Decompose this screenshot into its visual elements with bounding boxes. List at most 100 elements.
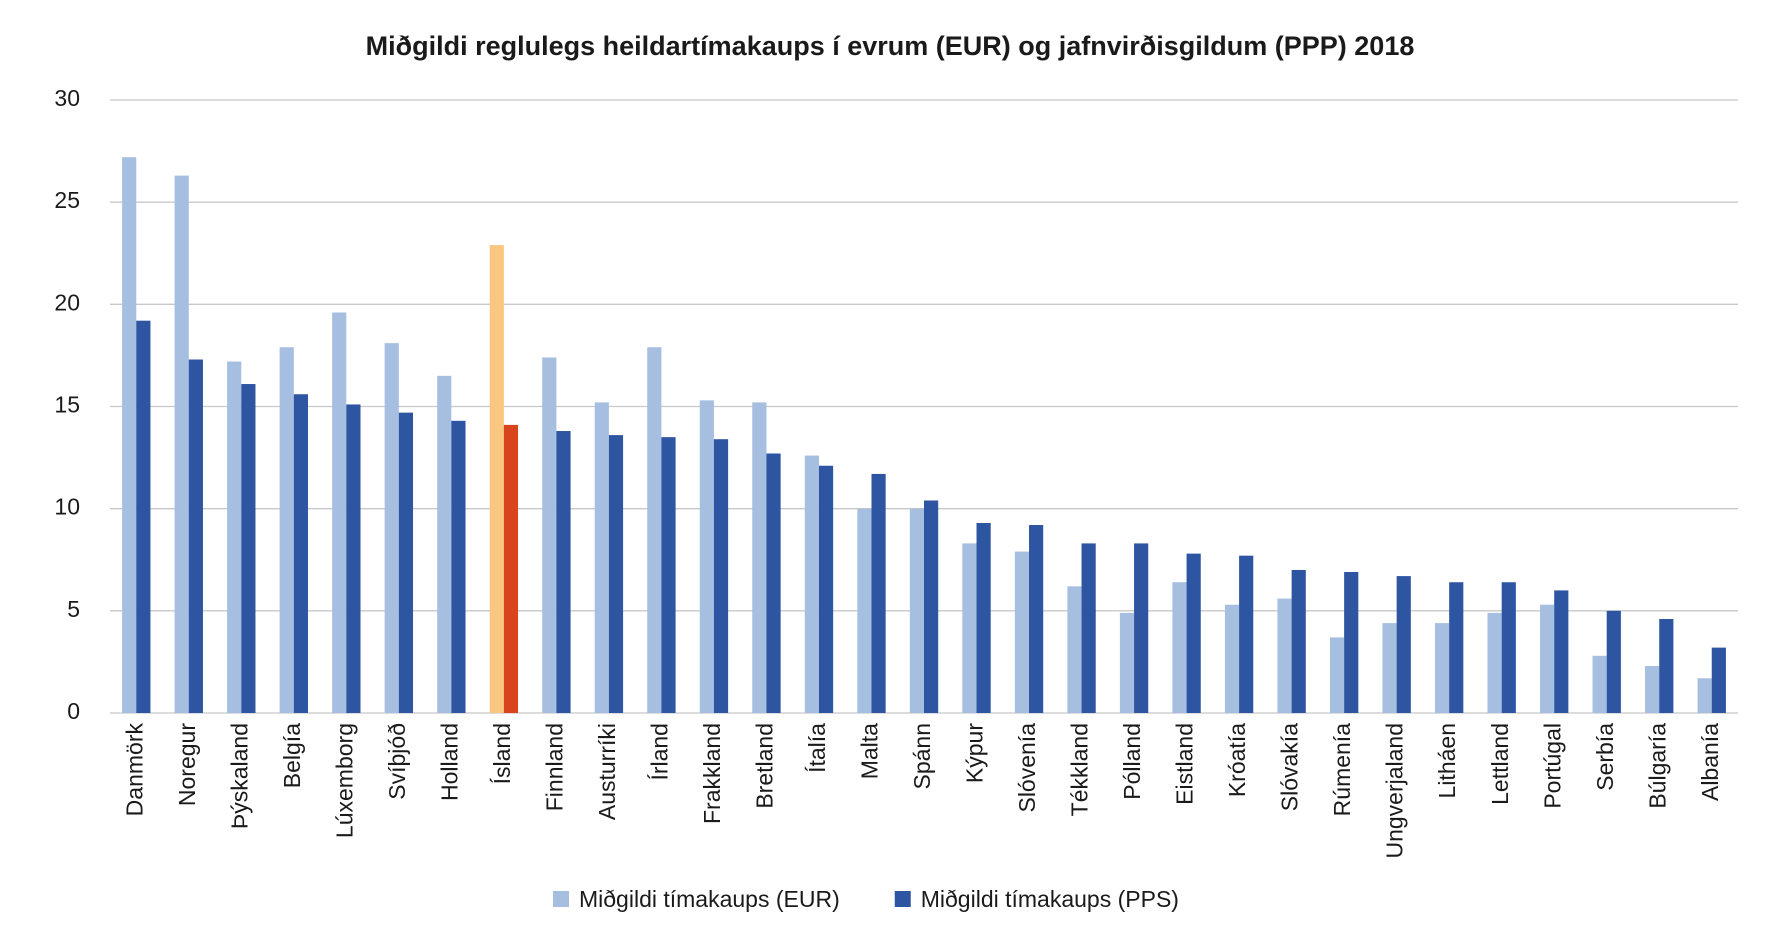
y-tick-label: 25 xyxy=(54,187,80,213)
x-tick-label: Belgía xyxy=(279,723,305,788)
bar xyxy=(122,157,137,714)
bar xyxy=(1501,582,1516,713)
x-tick-label: Bretland xyxy=(752,723,778,809)
bar xyxy=(1029,525,1044,713)
x-tick-label: Eistland xyxy=(1172,723,1198,805)
bar xyxy=(1172,582,1187,713)
bar xyxy=(241,384,256,713)
bar xyxy=(174,175,189,713)
y-tick-label: 30 xyxy=(54,85,80,111)
bar xyxy=(1592,655,1607,713)
bar xyxy=(1434,623,1450,713)
legend-label: Miðgildi tímakaups (EUR) xyxy=(579,886,840,912)
x-tick-label: Slóvenía xyxy=(1014,723,1040,813)
bar xyxy=(437,375,452,713)
y-tick-label: 0 xyxy=(67,698,80,724)
bar xyxy=(1645,666,1660,713)
bar xyxy=(1224,604,1240,713)
x-tick-label: Lettland xyxy=(1487,723,1513,805)
bar xyxy=(227,361,242,713)
x-tick-label: Malta xyxy=(857,723,883,779)
bar xyxy=(1186,553,1201,713)
x-tick-label: Danmörk xyxy=(121,723,147,817)
x-tick-label: Svíþjóð xyxy=(384,723,410,800)
bar xyxy=(752,402,767,713)
bar xyxy=(1554,590,1569,713)
bar xyxy=(1277,598,1292,713)
x-tick-label: Írland xyxy=(646,723,672,781)
x-tick-label: Búlgaría xyxy=(1644,723,1670,809)
x-tick-label: Kýpur xyxy=(962,723,988,783)
bar xyxy=(871,473,886,713)
bar xyxy=(542,357,557,713)
bar xyxy=(1081,543,1096,713)
legend-swatch xyxy=(553,891,569,907)
chart-title: Miðgildi reglulegs heildartímakaups í ev… xyxy=(366,31,1415,61)
x-tick-label: Króatía xyxy=(1224,723,1250,797)
bar xyxy=(1396,576,1411,713)
bar xyxy=(1344,572,1359,713)
bar xyxy=(1014,551,1030,713)
bar xyxy=(1487,612,1502,713)
x-tick-label: Holland xyxy=(436,723,462,801)
x-tick-label: Frakkland xyxy=(699,723,725,824)
bar xyxy=(1606,610,1621,713)
bar xyxy=(556,431,571,713)
bar xyxy=(976,522,991,713)
bar xyxy=(661,437,676,713)
bar xyxy=(1134,543,1149,713)
bar xyxy=(188,359,203,713)
x-tick-label: Tékkland xyxy=(1067,723,1093,816)
bar xyxy=(451,420,466,713)
bar xyxy=(766,453,781,713)
bar xyxy=(909,508,924,713)
bar xyxy=(489,245,504,713)
bar xyxy=(346,404,361,713)
y-tick-label: 10 xyxy=(54,494,80,520)
y-tick-label: 15 xyxy=(54,392,80,418)
bar xyxy=(332,312,347,713)
bar xyxy=(857,508,872,713)
bar xyxy=(1659,619,1674,713)
legend-swatch xyxy=(894,891,911,907)
x-tick-label: Noregur xyxy=(174,723,200,806)
bar xyxy=(647,347,662,713)
x-tick-label: Ungverjaland xyxy=(1382,723,1408,859)
x-tick-label: Albanía xyxy=(1697,723,1723,801)
bar xyxy=(804,455,819,713)
bar xyxy=(608,435,624,713)
x-tick-label: Serbía xyxy=(1592,723,1618,791)
bar xyxy=(1382,623,1397,713)
bar xyxy=(136,320,151,713)
x-tick-label: Portúgal xyxy=(1539,723,1565,809)
y-tick-label: 20 xyxy=(54,289,80,315)
bar xyxy=(503,424,519,713)
x-tick-label: Ítalía xyxy=(804,723,830,773)
bar xyxy=(594,402,609,713)
bar xyxy=(1239,555,1254,713)
x-tick-label: Austurríki xyxy=(594,723,620,820)
x-tick-label: Finnland xyxy=(541,723,567,811)
bar xyxy=(924,500,939,713)
bar xyxy=(293,394,308,713)
x-tick-label: Spánn xyxy=(909,723,935,790)
bar xyxy=(1449,582,1464,713)
bar xyxy=(713,439,729,713)
bar xyxy=(1067,586,1082,713)
bar xyxy=(398,412,414,713)
x-tick-label: Litháen xyxy=(1434,723,1460,798)
x-tick-label: Slóvakía xyxy=(1277,723,1303,811)
x-tick-label: Þýskaland xyxy=(226,723,252,829)
bar xyxy=(1540,604,1555,713)
x-tick-label: Rúmenía xyxy=(1329,723,1355,817)
bar xyxy=(1329,637,1345,713)
bar xyxy=(384,343,399,713)
bar xyxy=(1291,569,1306,713)
bar xyxy=(699,400,714,713)
bar xyxy=(279,347,294,713)
x-tick-label: Pólland xyxy=(1119,723,1145,800)
x-tick-label: Ísland xyxy=(489,723,515,784)
y-tick-label: 5 xyxy=(67,596,80,622)
